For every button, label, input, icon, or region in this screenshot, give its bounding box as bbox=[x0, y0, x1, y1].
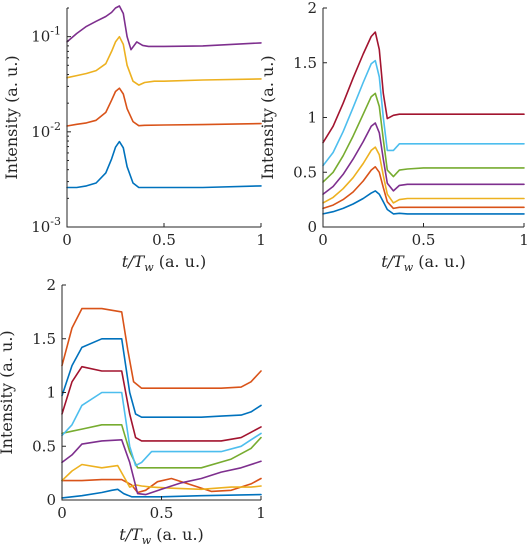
y-tick-label: 0.5 bbox=[32, 437, 56, 455]
series-line-6 bbox=[322, 59, 525, 167]
panel-2: 0 0.5 1 0 0.5 1 1.5 2 t/Tw (a. u.) Intensity (a. … bbox=[258, 0, 529, 274]
series-line-7 bbox=[61, 365, 262, 442]
y-axis-label: Intensity (a. u.) bbox=[0, 330, 16, 454]
y-tick-label: 0.5 bbox=[293, 163, 317, 181]
x-tick-label: 0 bbox=[318, 231, 328, 249]
x-tick-label: 0 bbox=[62, 231, 72, 249]
x-axis-label: t/Tw (a. u.) bbox=[381, 252, 466, 274]
series-line-9 bbox=[61, 307, 262, 389]
y-tick-label: 1 bbox=[46, 384, 56, 402]
x-tick-label: 0.5 bbox=[152, 231, 176, 249]
x-tick-label: 1 bbox=[256, 504, 266, 522]
y-tick-label: 1.5 bbox=[32, 330, 56, 348]
y-axis-label: Intensity (a. u.) bbox=[2, 55, 21, 179]
series-line-1 bbox=[61, 488, 262, 499]
y-tick-label: 10-1 bbox=[31, 25, 61, 46]
series-line-5 bbox=[61, 424, 262, 469]
axes-frame bbox=[322, 8, 524, 228]
series-line-2 bbox=[322, 166, 525, 210]
series-line-2 bbox=[66, 87, 262, 127]
y-tick-label: 0 bbox=[307, 218, 317, 236]
panel-3: 0 0.5 1 0 0.5 1 1.5 2 t/Tw (a. u.) Intensity (a. … bbox=[0, 276, 266, 547]
series-line-8 bbox=[61, 338, 262, 418]
y-tick-label: 2 bbox=[307, 0, 317, 17]
y-axis-label: Intensity (a. u.) bbox=[258, 55, 277, 179]
series-line-1 bbox=[66, 140, 262, 189]
x-tick-label: 0.5 bbox=[412, 231, 436, 249]
series-line-4 bbox=[322, 122, 525, 195]
y-tick-label: 10-2 bbox=[31, 120, 61, 141]
series-line-5 bbox=[322, 92, 525, 183]
y-tick-label: 10-3 bbox=[31, 215, 61, 236]
series-line-1 bbox=[322, 190, 525, 215]
series-line-4 bbox=[66, 5, 262, 51]
x-tick-label: 0.5 bbox=[150, 504, 174, 522]
series-line-4 bbox=[61, 439, 262, 496]
series-line-3 bbox=[66, 35, 262, 86]
y-tick-label: 0 bbox=[46, 491, 56, 509]
x-axis-label: t/Tw (a. u.) bbox=[122, 252, 207, 274]
x-tick-label: 0 bbox=[57, 504, 67, 522]
series-line-7 bbox=[322, 31, 525, 144]
series-line-6 bbox=[61, 391, 262, 467]
series-line-2 bbox=[61, 477, 262, 494]
y-tick-label: 2 bbox=[46, 276, 56, 294]
axes-frame bbox=[66, 8, 261, 228]
y-tick-label: 1.5 bbox=[293, 54, 317, 72]
y-tick-label: 1 bbox=[307, 109, 317, 127]
x-tick-label: 1 bbox=[256, 231, 266, 249]
panel-1: 0 0.5 1 10-3 10-2 10-1 t/Tw (a. u.) Intensity (… bbox=[2, 5, 266, 274]
x-tick-label: 1 bbox=[519, 231, 529, 249]
series-line-3 bbox=[322, 146, 525, 204]
x-axis-label: t/Tw (a. u.) bbox=[119, 525, 204, 547]
